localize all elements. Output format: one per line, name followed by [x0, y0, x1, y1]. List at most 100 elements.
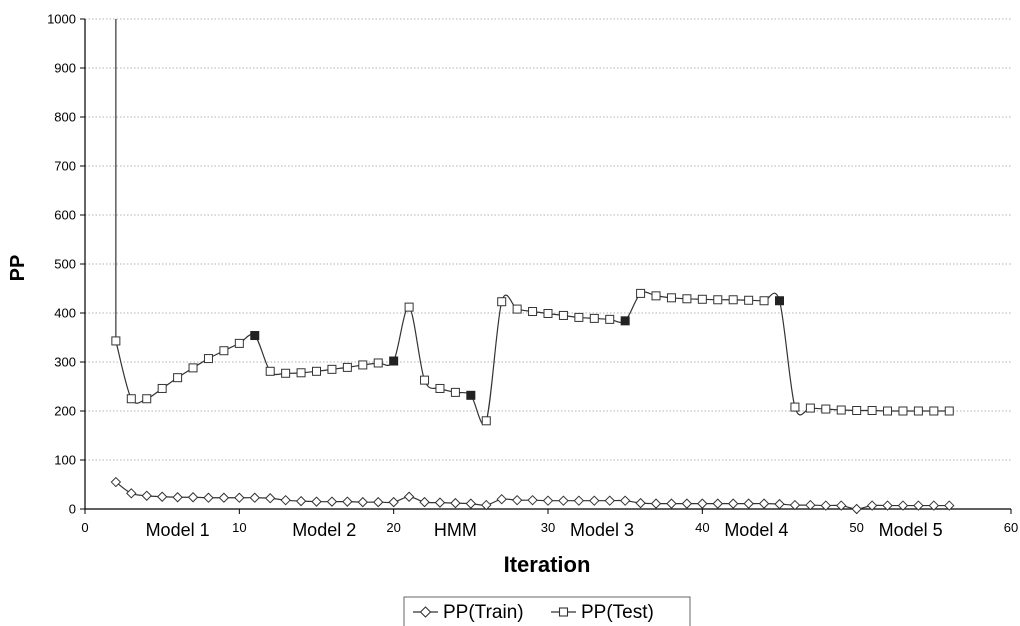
- data-point: [605, 314, 615, 324]
- series-line: [115, 19, 950, 425]
- data-point: [867, 406, 877, 416]
- y-tick-labels: 0 100 200 300 400 500 600 700 800 900 1000: [47, 12, 76, 517]
- data-point: [173, 373, 183, 383]
- legend-box: [403, 596, 691, 626]
- x-tick-label-50: 50: [849, 520, 863, 535]
- data-point: [203, 492, 214, 503]
- data-point: [883, 406, 893, 416]
- data-point: [852, 406, 862, 416]
- data-point: [187, 492, 199, 503]
- y-tick-label-800: 800: [54, 110, 76, 125]
- data-point: [573, 495, 585, 506]
- legend: PP(Train) PP(Test): [403, 596, 691, 626]
- data-point: [620, 316, 630, 326]
- x-tick-labels: 0 10 20 30 40 50 60: [81, 520, 1018, 535]
- y-tick-label-900: 900: [54, 61, 76, 76]
- data-point: [929, 406, 939, 416]
- data-point: [281, 368, 291, 378]
- model-annotations: Model 1 Model 2 HMM Model 3 Model 4 Model 5: [146, 520, 943, 540]
- data-point: [851, 503, 862, 515]
- gridlines: [85, 18, 1011, 461]
- data-point: [666, 293, 676, 303]
- data-point: [466, 390, 476, 400]
- data-point: [111, 336, 121, 346]
- data-point: [234, 338, 244, 348]
- data-point: [264, 493, 276, 504]
- data-point: [928, 500, 940, 511]
- y-tick-label-700: 700: [54, 159, 76, 174]
- data-point: [280, 494, 291, 506]
- data-point: [342, 496, 353, 507]
- x-tick-label-20: 20: [386, 520, 400, 535]
- data-point: [805, 499, 816, 511]
- x-tick-label-60: 60: [1004, 520, 1018, 535]
- data-point: [527, 494, 538, 506]
- y-tick-label-400: 400: [54, 306, 76, 321]
- data-point: [435, 383, 445, 393]
- data-point: [666, 498, 677, 509]
- data-point: [389, 356, 399, 366]
- data-point: [913, 500, 924, 511]
- data-point: [944, 500, 955, 511]
- data-point: [420, 375, 430, 385]
- legend-test-label: PP(Test): [581, 602, 654, 623]
- data-point: [157, 383, 167, 393]
- data-point: [897, 500, 909, 511]
- axes: [80, 18, 1012, 514]
- data-point: [342, 362, 352, 372]
- data-point: [142, 394, 152, 404]
- data-point: [789, 499, 801, 511]
- data-point: [450, 497, 461, 509]
- x-tick-label-0: 0: [81, 520, 88, 535]
- data-point: [744, 295, 754, 305]
- data-point: [110, 476, 122, 488]
- data-point: [141, 490, 152, 501]
- y-axis-label: PP: [7, 255, 29, 282]
- data-point: [295, 495, 307, 507]
- y-tick-label-600: 600: [54, 208, 76, 223]
- y-tick-label-500: 500: [54, 257, 76, 272]
- data-point: [727, 498, 739, 509]
- data-point: [203, 354, 213, 364]
- data-point: [481, 499, 492, 511]
- data-point: [172, 492, 183, 503]
- data-point: [713, 295, 723, 305]
- data-point: [650, 498, 662, 509]
- data-point: [728, 295, 738, 305]
- data-point: [913, 406, 923, 416]
- data-point: [126, 488, 137, 499]
- data-point: [589, 313, 599, 323]
- data-point: [188, 363, 198, 373]
- data-point: [481, 416, 491, 426]
- data-point: [450, 387, 460, 397]
- data-point: [296, 368, 306, 378]
- data-point: [327, 364, 337, 374]
- data-point: [821, 404, 831, 414]
- data-point: [836, 405, 846, 415]
- data-point: [419, 496, 430, 508]
- legend-test-marker: [558, 607, 569, 617]
- annotation-model-4: Model 4: [724, 520, 788, 540]
- data-point: [511, 494, 523, 506]
- data-point: [250, 331, 260, 341]
- data-point: [265, 366, 275, 376]
- data-point: [805, 403, 815, 413]
- data-point: [619, 495, 631, 506]
- data-point: [357, 496, 369, 508]
- data-point: [373, 358, 383, 368]
- x-tick-label-10: 10: [232, 520, 246, 535]
- annotation-model-2: Model 2: [292, 520, 356, 540]
- data-point: [836, 500, 847, 511]
- annotation-model-3: Model 3: [570, 520, 634, 540]
- data-point: [326, 496, 338, 507]
- data-point: [465, 498, 477, 509]
- data-point: [775, 296, 784, 306]
- data-point: [697, 294, 707, 304]
- data-point: [219, 346, 229, 356]
- data-point: [404, 302, 414, 312]
- y-tick-label-1000: 1000: [47, 12, 76, 27]
- data-point: [898, 406, 908, 416]
- data-point: [373, 496, 384, 508]
- data-point: [866, 500, 878, 511]
- data-point: [681, 498, 693, 509]
